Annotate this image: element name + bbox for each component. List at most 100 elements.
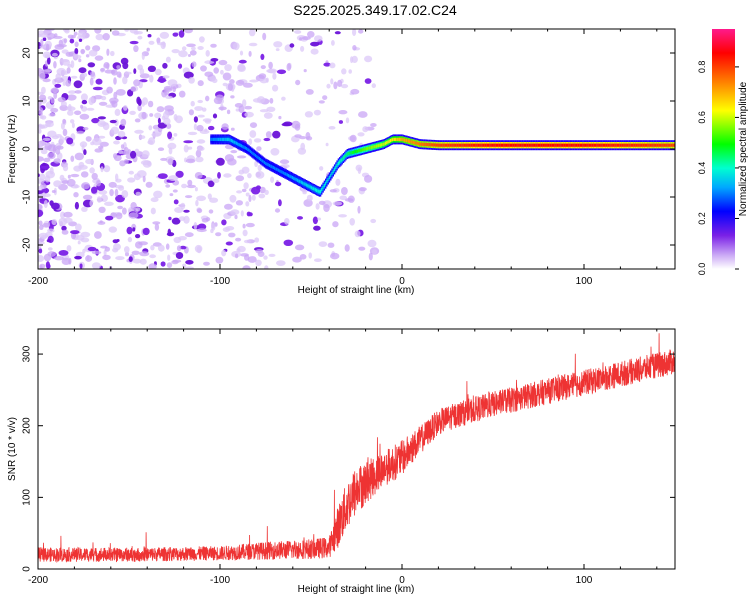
noise-blob [335,178,341,186]
ridge-core-band [353,150,355,154]
noise-blob [48,113,56,117]
noise-blob [180,202,186,210]
noise-blob [125,252,129,257]
noise-blob [98,206,106,213]
noise-blob [197,223,207,231]
ridge-core-band [281,170,283,174]
ridge-core-band [537,143,540,147]
noise-blob [234,214,238,220]
ridge-core-band [440,143,443,147]
noise-blob [286,63,292,71]
ridge-core-band [446,143,448,147]
ridge-core-band [444,143,447,147]
ridge-core-band [561,143,564,147]
noise-blob [243,82,253,88]
colorbar-tick-label: 0.8 [697,61,707,74]
noise-blob [38,145,45,151]
ridge-core-band [443,143,445,147]
noise-blob [135,207,141,212]
noise-blob [133,45,139,53]
noise-blob [283,239,294,246]
noise-blob [314,258,322,263]
noise-blob [211,223,216,231]
x-tick-label: 0 [399,276,405,287]
noise-blob [160,157,168,161]
noise-blob [237,245,246,253]
ridge-core-band [364,147,366,151]
noise-blob [78,58,82,63]
noise-blob [325,142,329,147]
noise-blob [269,97,274,104]
ridge-core-band [514,143,517,147]
ridge-core-band [370,145,373,150]
ridge-core-band [635,143,638,147]
noise-blob [81,99,88,105]
ridge-core-band [497,143,499,147]
ridge-core-band [235,141,238,145]
ridge-core-band [649,143,652,147]
ridge-core-band [643,143,645,147]
noise-blob [81,182,90,190]
noise-blob [59,136,65,144]
noise-blob [130,150,137,159]
noise-blob [102,122,110,131]
noise-blob [318,200,326,205]
noise-blob [235,253,239,259]
noise-blob [148,263,157,269]
noise-blob [270,176,275,183]
noise-blob [146,47,150,52]
x-tick-label: -100 [210,575,230,586]
noise-blob [168,216,172,221]
noise-blob [247,173,252,179]
noise-blob [371,83,376,89]
ridge-core-band [242,145,244,149]
colorbar-ticks: 0.0 0.2 0.4 0.6 0.8 [697,61,739,275]
snr-plot-area [38,329,675,569]
ridge-core-band [280,170,282,174]
ridge-core-band [288,174,290,178]
noise-blob [103,165,111,173]
ridge-core-band [294,177,296,181]
ridge-core-band [494,143,496,147]
noise-blob [174,207,184,213]
noise-blob [251,186,261,195]
noise-blob [233,42,240,51]
noise-blob [108,181,117,188]
noise-blob [74,201,79,210]
noise-blob [99,141,109,147]
x-tick-label: -200 [28,276,48,287]
noise-blob [46,239,51,243]
ridge-core-band [499,143,501,147]
noise-blob [254,160,258,168]
noise-blob [200,65,207,72]
noise-blob [215,256,224,264]
ridge-core-band [653,143,656,147]
noise-blob [173,114,178,121]
noise-blob [98,145,104,149]
ridge-core-band [224,137,226,141]
colorbar-label: Normalized spectral amplitude [738,81,749,216]
noise-blob [80,48,85,55]
ridge-core-band [536,143,538,147]
noise-blob [339,195,348,201]
ridge-core-band [368,146,370,150]
noise-blob [91,186,98,194]
noise-blob [40,235,47,240]
noise-blob [301,36,311,41]
noise-blob [264,265,269,269]
noise-blob [91,172,98,180]
noise-blob [278,115,282,120]
ridge-core-band [632,143,634,147]
noise-blob [55,73,61,81]
noise-blob [65,80,72,87]
ridge-core-band [451,143,453,147]
noise-blob [193,222,198,230]
ridge-core-band [421,142,424,146]
noise-blob [235,175,245,182]
noise-blob [74,184,79,189]
noise-blob [110,126,120,135]
ridge-core-band [512,143,514,147]
noise-blob [263,255,268,260]
noise-blob [66,245,72,252]
ridge-core-band [612,143,615,147]
